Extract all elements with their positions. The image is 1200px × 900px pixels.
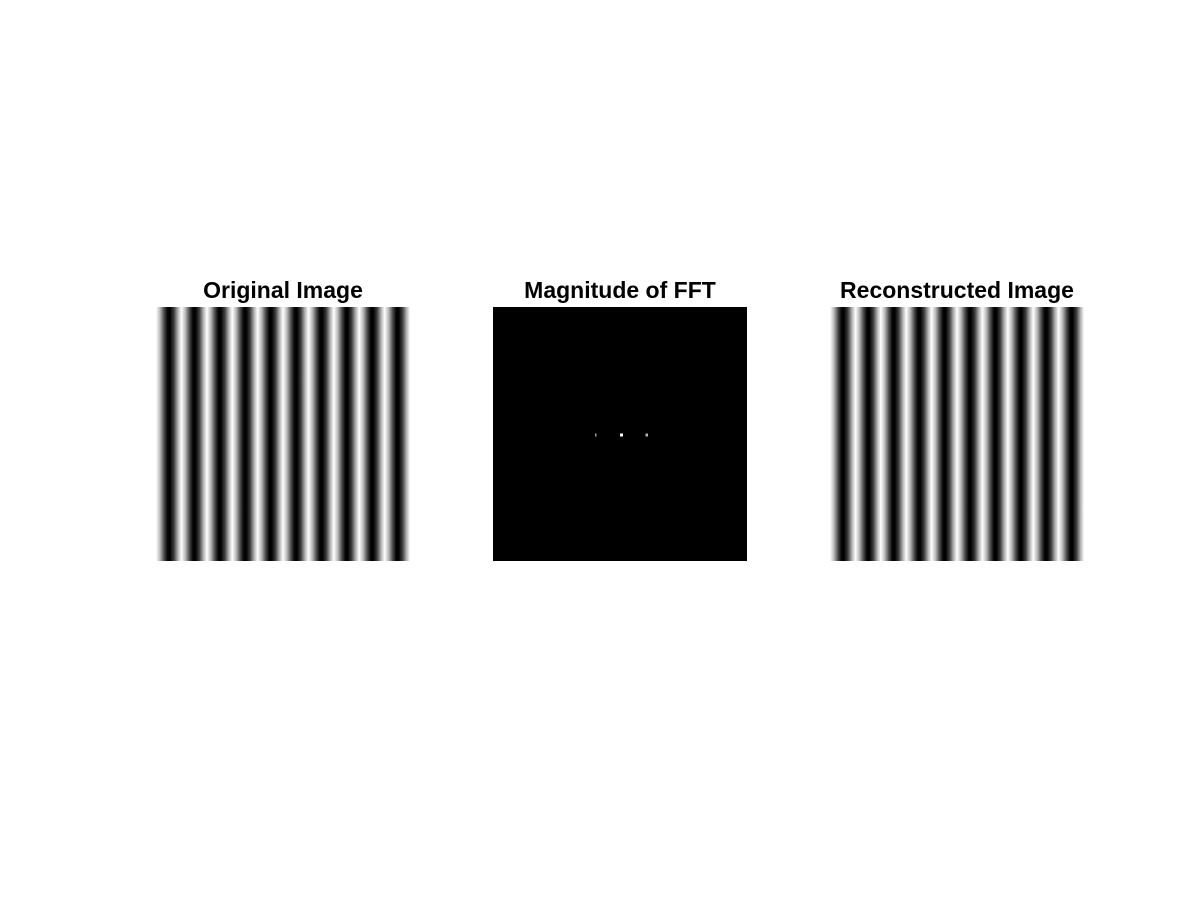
grating-stripe [232, 307, 258, 561]
fft-peak-dc [620, 433, 623, 437]
grating-stripe [333, 307, 360, 561]
grating-stripe [384, 307, 410, 561]
grating-stripe [855, 307, 881, 561]
fft-peak-right [645, 433, 648, 437]
panel-title-reconstructed: Reconstructed Image [840, 277, 1074, 303]
grating-stripe [906, 307, 932, 561]
grating-stripe [880, 307, 907, 561]
original-image [156, 307, 410, 561]
grating-stripe [982, 307, 1008, 561]
grating-stripes [156, 307, 410, 561]
panel-title-original: Original Image [203, 277, 363, 303]
reconstructed-image [830, 307, 1084, 561]
fft-magnitude-image [493, 307, 747, 561]
grating-stripe [156, 307, 182, 561]
grating-stripe [1007, 307, 1034, 561]
grating-stripe [206, 307, 233, 561]
grating-stripe [359, 307, 385, 561]
grating-stripe [1058, 307, 1084, 561]
grating-stripe [1033, 307, 1059, 561]
grating-stripe [283, 307, 309, 561]
grating-stripe [957, 307, 983, 561]
grating-stripe [257, 307, 284, 561]
grating-stripe [181, 307, 207, 561]
panel-title-fft: Magnitude of FFT [524, 277, 716, 303]
grating-stripe [931, 307, 958, 561]
grating-stripes [830, 307, 1084, 561]
grating-stripe [308, 307, 334, 561]
fft-peak-left [595, 433, 597, 437]
grating-stripe [830, 307, 856, 561]
